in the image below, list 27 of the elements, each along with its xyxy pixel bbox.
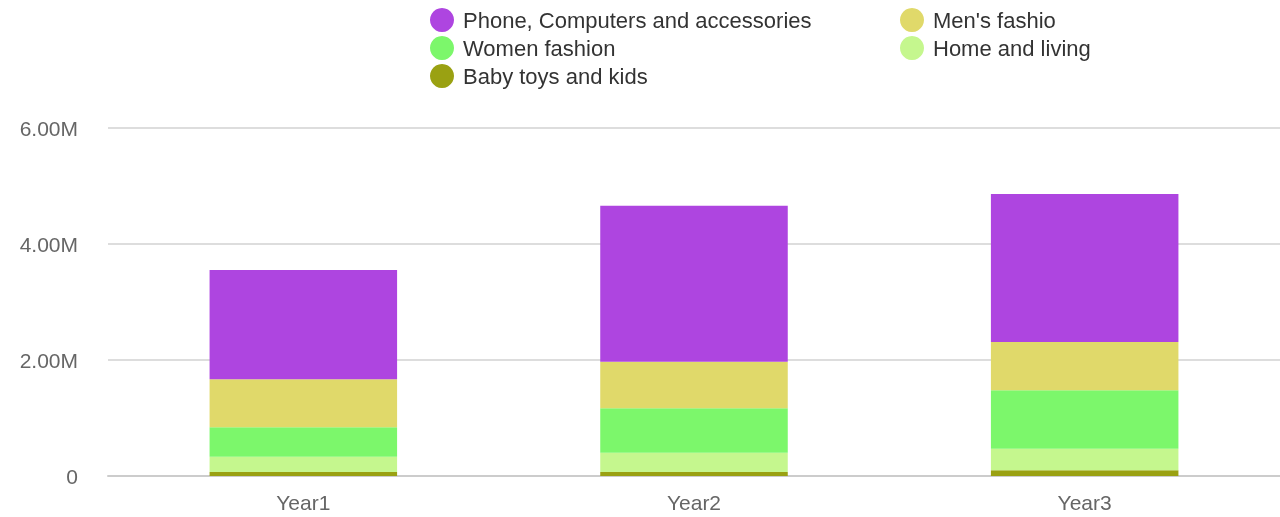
bar [600,408,788,453]
legend-label: Baby toys and kids [463,63,648,89]
bar [600,452,788,472]
bar [209,270,398,380]
x-tick-label: Year3 [1057,491,1112,514]
bar [209,456,398,472]
y-tick-label: 2.00M [19,348,78,372]
bar [990,448,1179,471]
bar [209,427,398,457]
bar [990,470,1179,476]
bar [600,471,788,476]
bar [990,342,1179,391]
bar [600,205,788,362]
bar [209,379,398,428]
x-tick-label: Year2 [666,491,722,514]
legend-label: Men's fashio [933,7,1056,33]
bar [990,194,1179,343]
legend-label: Phone, Computers and accessories [463,7,812,33]
x-tick-label: Year1 [276,491,331,514]
bar [209,471,398,476]
y-tick-label: 6.00M [19,116,78,140]
bar [990,390,1179,449]
legend-label: Women fashion [463,35,616,61]
legend-label: Home and living [933,35,1091,61]
bar [600,361,788,409]
y-tick-label: 0 [66,464,78,488]
y-tick-label: 4.00M [19,232,78,256]
